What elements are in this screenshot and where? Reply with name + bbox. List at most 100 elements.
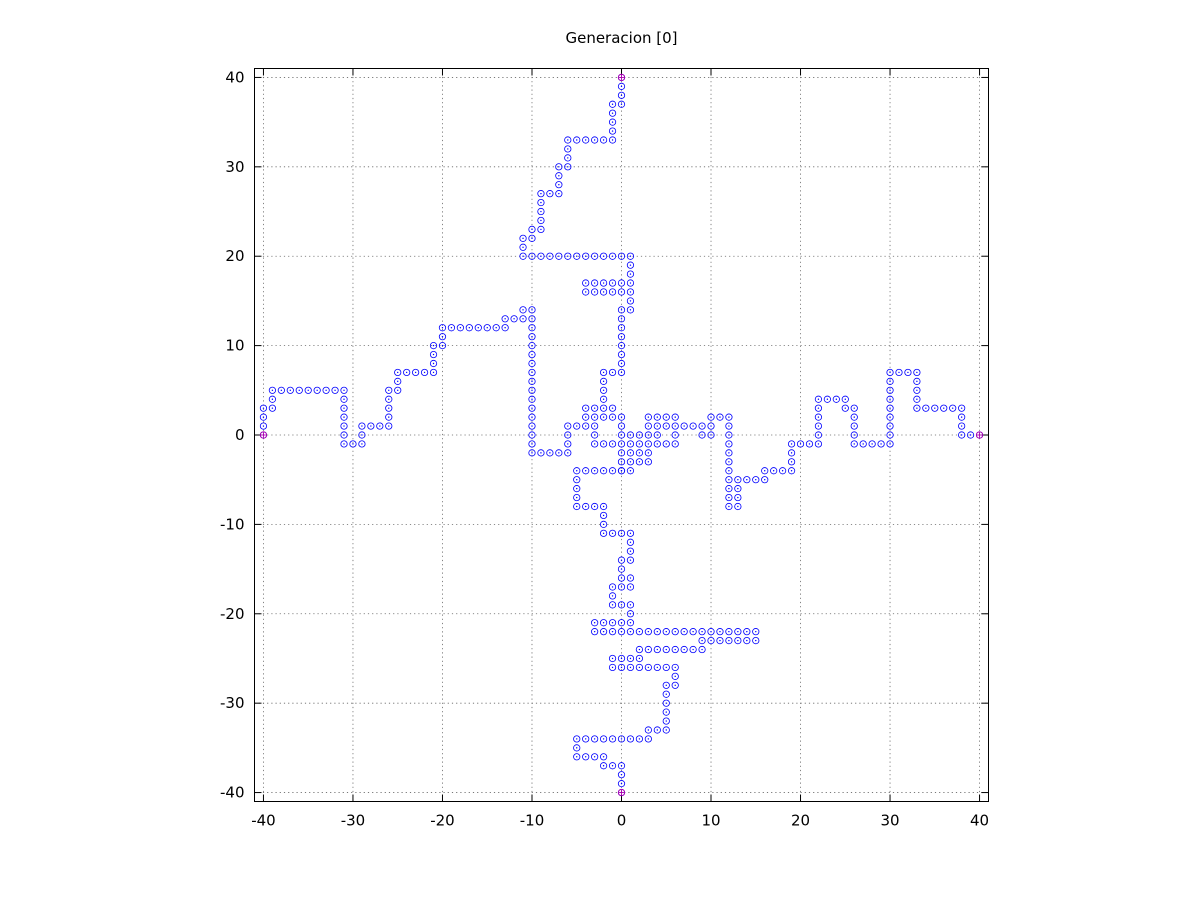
data-point xyxy=(725,431,733,439)
data-point xyxy=(644,413,652,421)
data-point xyxy=(268,404,277,412)
data-point xyxy=(626,458,635,466)
data-point xyxy=(591,467,599,475)
data-point xyxy=(582,136,590,144)
data-point xyxy=(940,404,948,412)
data-point xyxy=(537,449,545,457)
data-point xyxy=(743,628,751,636)
data-point xyxy=(662,726,670,734)
x-tick-label: -40 xyxy=(251,812,276,830)
data-point xyxy=(707,431,715,439)
data-point xyxy=(599,619,608,627)
data-point xyxy=(653,628,661,636)
data-point xyxy=(385,404,393,412)
data-point xyxy=(832,395,840,403)
data-point xyxy=(617,359,626,368)
data-point xyxy=(644,458,652,466)
data-point xyxy=(349,440,357,448)
data-point xyxy=(698,422,706,430)
data-point xyxy=(805,440,814,448)
x-tick-label: 30 xyxy=(880,812,899,830)
data-point xyxy=(591,422,599,430)
data-point xyxy=(841,395,849,403)
data-point xyxy=(626,529,635,537)
data-point xyxy=(537,225,545,234)
data-point xyxy=(644,449,652,457)
x-tick-label: -20 xyxy=(430,812,455,830)
x-tick-label: 40 xyxy=(970,812,989,830)
data-point xyxy=(626,556,635,564)
data-point xyxy=(680,645,688,654)
data-point xyxy=(626,538,635,546)
data-point xyxy=(617,100,626,108)
data-point xyxy=(528,225,536,234)
data-point xyxy=(626,628,635,636)
data-point xyxy=(438,333,447,341)
data-point xyxy=(886,377,894,385)
data-point xyxy=(412,368,420,377)
data-point xyxy=(787,440,796,448)
data-point xyxy=(617,324,626,332)
data-point xyxy=(385,386,393,394)
data-point xyxy=(761,467,769,475)
data-point xyxy=(599,628,608,636)
data-point xyxy=(644,431,652,439)
highlight-point xyxy=(975,431,984,439)
data-point xyxy=(734,485,742,493)
data-point xyxy=(591,136,599,144)
data-point xyxy=(608,288,617,296)
data-point xyxy=(591,619,599,627)
data-point xyxy=(599,136,608,144)
data-point xyxy=(671,440,679,448)
data-point xyxy=(725,449,733,457)
data-point xyxy=(564,136,572,144)
data-point xyxy=(599,288,608,296)
data-point xyxy=(429,350,438,359)
data-point xyxy=(814,413,823,421)
data-point xyxy=(608,529,617,537)
data-point xyxy=(671,628,679,636)
data-point xyxy=(528,422,536,430)
data-point xyxy=(528,234,536,242)
data-point xyxy=(958,413,966,421)
data-point xyxy=(286,386,294,394)
data-point xyxy=(582,753,590,761)
data-point xyxy=(591,404,599,412)
data-point xyxy=(555,190,563,198)
data-point xyxy=(850,404,858,412)
data-point xyxy=(635,449,644,457)
data-point xyxy=(599,753,608,761)
data-point xyxy=(483,324,491,332)
data-point xyxy=(573,502,581,511)
data-point xyxy=(617,565,626,573)
data-point xyxy=(698,628,706,636)
data-point xyxy=(591,413,599,421)
data-point xyxy=(617,413,626,421)
data-point xyxy=(626,279,635,287)
data-point xyxy=(886,395,894,403)
data-point xyxy=(376,422,384,430)
data-point xyxy=(680,422,688,430)
data-point xyxy=(340,395,348,403)
data-point xyxy=(277,386,285,394)
data-point xyxy=(913,377,921,385)
data-point xyxy=(644,663,652,672)
highlight-point xyxy=(259,431,268,439)
data-point xyxy=(725,502,733,511)
data-point xyxy=(850,431,858,439)
data-point xyxy=(608,109,617,117)
x-tick-label: -10 xyxy=(520,812,545,830)
data-point xyxy=(599,413,608,421)
data-point xyxy=(725,476,733,484)
y-tick-label: 10 xyxy=(225,337,244,355)
data-point xyxy=(886,440,894,448)
data-point xyxy=(608,619,617,627)
data-point xyxy=(617,440,626,448)
data-point xyxy=(617,574,626,582)
y-tick-label: -40 xyxy=(220,784,245,802)
data-point xyxy=(725,422,733,430)
data-point xyxy=(617,529,626,537)
data-point xyxy=(555,181,563,189)
data-point xyxy=(698,431,706,439)
y-tick-label: 20 xyxy=(225,247,244,265)
